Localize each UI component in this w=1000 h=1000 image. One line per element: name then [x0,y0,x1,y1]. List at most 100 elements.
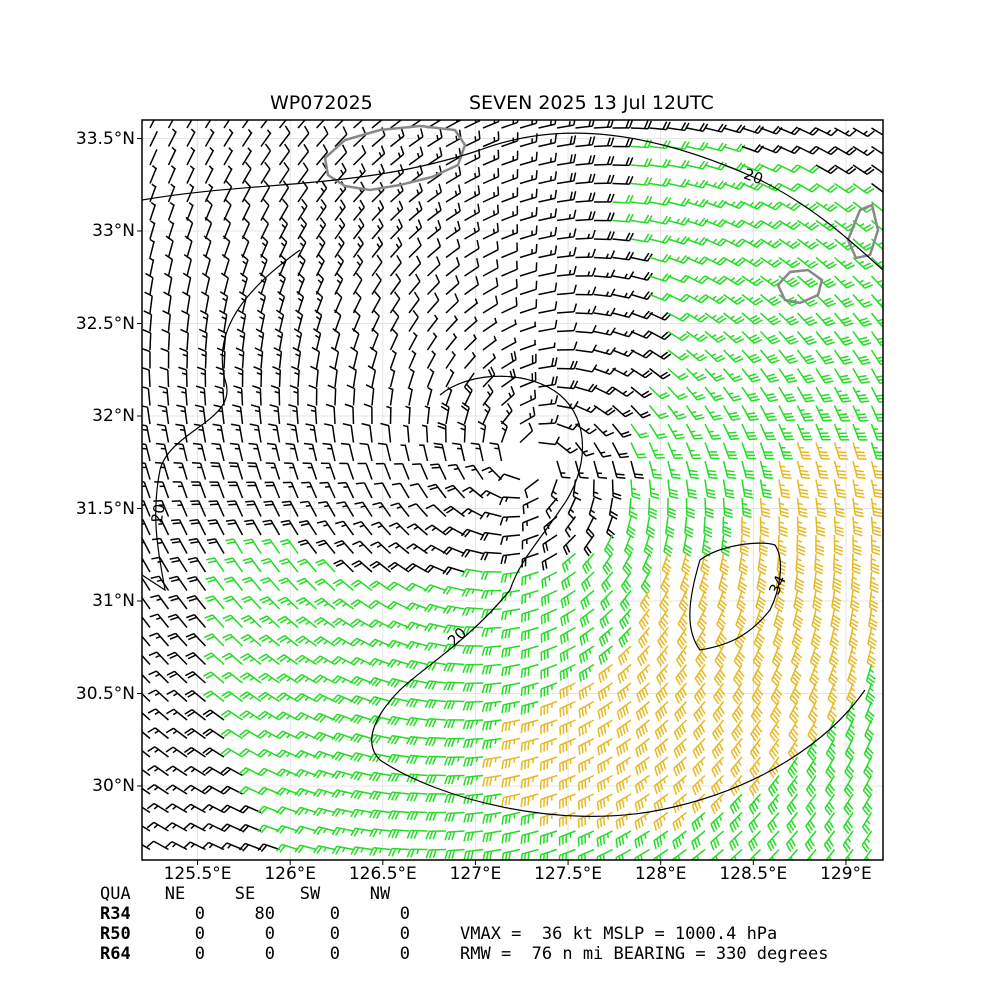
table-cell: 0 [329,904,340,924]
wind-barb [813,571,824,594]
wind-barb [811,608,823,631]
wind-barb [870,534,881,556]
wind-barb [142,481,151,499]
wind-barb [693,701,706,723]
wind-barb [520,719,539,734]
wind-barb [564,516,577,538]
wind-barb [142,787,151,795]
wind-barb [230,423,244,443]
wind-barb [620,571,632,594]
wind-barb [520,756,539,771]
wind-barb [406,773,428,783]
wind-barb [408,350,417,369]
wind-barb [186,165,195,184]
wind-barb [759,368,779,383]
wind-barb [352,199,366,221]
wind-barb [796,331,817,346]
wind-barb [815,145,838,156]
wind-barb [723,238,746,248]
wind-barb [447,463,466,480]
wind-barb [741,125,765,135]
wind-barb [815,219,838,232]
wind-barb [142,635,151,647]
wind-barb [203,671,225,684]
wind-barb [649,121,671,131]
wind-barb [424,622,447,632]
wind-barb [201,272,211,295]
wind-barb [722,386,742,402]
wind-barb [426,350,437,369]
wind-barb [387,677,410,688]
wind-barb [774,590,786,613]
wind-barb [164,254,174,277]
wind-barb [465,464,484,480]
wind-barb [329,365,338,388]
wind-barb [852,145,875,157]
wind-barb [558,793,576,809]
wind-barb [388,386,394,406]
wind-barb [221,690,243,703]
wind-barb [630,330,654,339]
wind-barb [501,830,521,844]
wind-barb [223,165,233,184]
wind-barb [365,384,375,406]
wind-barb [540,626,558,643]
wind-barb [463,334,478,351]
wind-barb [852,442,867,460]
wind-barb [612,290,635,299]
wind-barb [501,811,521,825]
wind-barb [298,519,318,536]
wind-barb [667,122,690,132]
wind-barb [408,182,423,203]
wind-barb [722,349,744,363]
wind-barb [615,848,632,860]
wind-barb [445,315,459,333]
wind-barb [501,205,519,222]
wind-barb [704,423,722,440]
wind-barb [426,332,438,351]
wind-barb [786,793,799,816]
wind-barb [424,405,431,425]
wind-barb [593,137,615,148]
wind-barb [543,515,558,536]
wind-barb [691,774,706,796]
wind-barb [387,561,410,573]
wind-barb [870,423,883,441]
wind-barb [352,291,362,314]
wind-barb [521,589,539,605]
wind-barb [778,497,790,518]
wind-barb [482,168,500,185]
wind-barb [612,213,634,223]
wind-barb [187,575,207,591]
wind-barb [754,608,766,632]
wind-barb [243,538,262,554]
wind-barb [249,423,262,443]
wind-barb [481,645,502,656]
wind-barb [870,479,883,499]
wind-barb [608,497,618,520]
wind-barb [815,405,832,422]
wind-barb [796,516,807,537]
wind-barb [622,553,633,576]
wind-barb [482,811,502,824]
wind-barb [723,330,745,344]
wind-barb [501,368,517,388]
wind-barb [350,579,373,592]
wind-barb [241,180,252,203]
wind-barb [443,700,465,710]
wind-barb [461,548,484,558]
wind-barb [314,578,336,592]
wind-barb [276,654,299,666]
wind-barb [350,618,373,629]
wind-barb [648,386,670,400]
wind-barb [833,386,852,403]
wind-barb [149,130,159,147]
wind-barb [315,180,328,203]
wind-barb [390,145,405,166]
wind-barb [161,328,171,351]
wind-barb [538,263,558,277]
wind-barb [755,590,767,613]
wind-barb [150,594,170,610]
wind-barb [142,462,151,480]
wind-barb [686,256,709,265]
